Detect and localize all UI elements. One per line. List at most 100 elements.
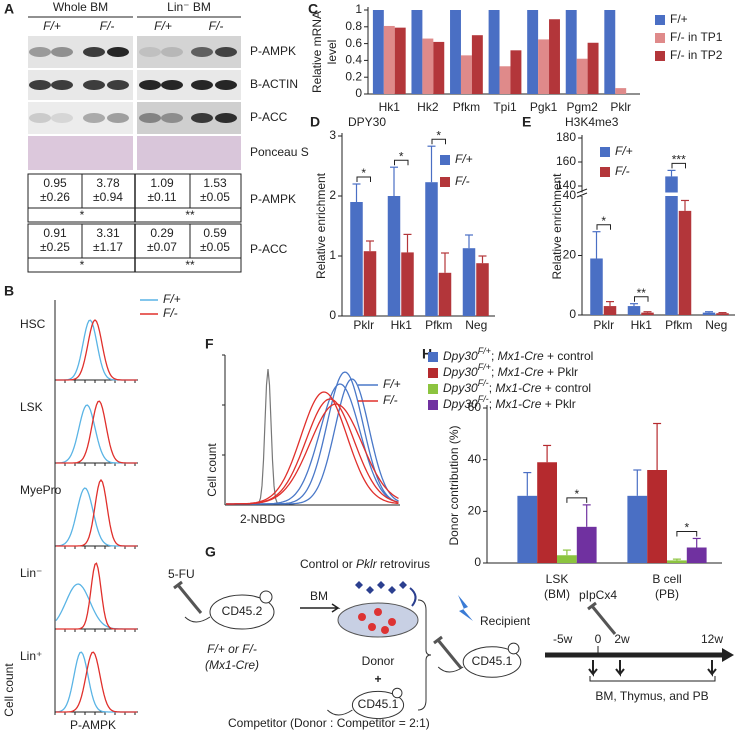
significance: *** xyxy=(672,153,686,167)
error-bar xyxy=(718,312,727,314)
bar xyxy=(537,462,557,563)
mouse-body xyxy=(462,646,522,678)
genotype-label: (Mx1-Cre) xyxy=(205,658,259,672)
legend-label: F/+ xyxy=(383,377,401,391)
legend-text-part: ; xyxy=(491,349,498,363)
error-bar xyxy=(366,240,374,252)
bar xyxy=(576,526,597,563)
chart-title: H3K4me3 xyxy=(565,115,619,129)
legend-text-part: ; xyxy=(489,397,496,411)
y-tick-label: 20 xyxy=(468,504,482,518)
band xyxy=(191,80,213,90)
table-value: 3.31 xyxy=(96,226,120,240)
blot xyxy=(28,136,133,170)
band xyxy=(51,80,73,90)
legend-swatch xyxy=(428,352,438,362)
histogram-curve xyxy=(56,319,137,381)
x-axis-label: P-AMPK xyxy=(70,718,116,732)
bar xyxy=(576,58,588,94)
y-tick-label: 20 xyxy=(563,248,577,262)
error-bar xyxy=(681,199,689,211)
y-tick-label: 0 xyxy=(569,307,576,321)
cell xyxy=(368,623,376,631)
blot-label: P-ACC xyxy=(250,110,288,124)
y-tick-label: 0 xyxy=(329,308,336,322)
x-tick-label: Hk1 xyxy=(391,318,413,332)
histogram-curve xyxy=(226,391,399,505)
injection-label: 5-FU xyxy=(168,567,195,581)
y-tick-label: 0 xyxy=(355,86,362,100)
y-tick-label: 0.4 xyxy=(345,53,362,67)
y-tick-label: 0.6 xyxy=(345,36,362,50)
bar xyxy=(510,50,522,94)
bar xyxy=(667,560,687,563)
band xyxy=(161,80,183,90)
error-bar xyxy=(653,422,662,470)
row-label: P-ACC xyxy=(250,242,288,256)
bar xyxy=(372,10,384,94)
y-tick-label: 40 xyxy=(563,188,577,202)
x-tick-label: Pfkm xyxy=(425,318,452,332)
bar xyxy=(538,39,550,94)
significance-bracket xyxy=(394,159,409,166)
dish xyxy=(337,602,419,638)
population-label: Lin⁻ xyxy=(20,566,42,580)
significance-bracket xyxy=(356,176,371,182)
bar xyxy=(383,25,395,94)
legend-text-part: F/+ xyxy=(478,362,491,372)
significance: * xyxy=(436,128,441,142)
panel-label: G xyxy=(205,544,216,560)
y-tick-label: 180 xyxy=(556,130,576,144)
mouse-tail xyxy=(437,666,464,673)
band xyxy=(215,47,237,57)
mouse-ear xyxy=(391,687,403,699)
step-label: BM xyxy=(310,589,328,603)
bar xyxy=(590,258,603,315)
table-value: 0.59 xyxy=(203,226,227,240)
band xyxy=(139,113,161,123)
histogram-curve xyxy=(56,319,137,381)
x-tick-label: LSK xyxy=(546,572,569,586)
x-tick-label: Pklr xyxy=(593,318,614,332)
legend-text-part: Mx1-Cre xyxy=(498,349,544,363)
histogram-curve xyxy=(226,398,399,505)
virus xyxy=(399,581,407,589)
panel-label: F xyxy=(205,336,214,352)
panel-label: B xyxy=(4,283,14,299)
y-tick-label: 40 xyxy=(468,452,482,466)
genotype-label: F/+ xyxy=(43,19,61,33)
error-bar xyxy=(390,166,398,196)
band xyxy=(215,80,237,90)
panel-label: H xyxy=(422,346,432,362)
significance: ** xyxy=(637,286,647,300)
significance: * xyxy=(80,208,85,222)
error-bar xyxy=(582,504,591,527)
table-value: ±1.17 xyxy=(93,240,123,254)
blot xyxy=(137,136,241,170)
legend-label: F/- xyxy=(383,393,398,407)
treatment-label: pIpCx4 xyxy=(579,588,617,602)
band xyxy=(191,47,213,57)
blot-label: P-AMPK xyxy=(250,44,296,58)
bar xyxy=(686,547,707,563)
significance: * xyxy=(399,149,404,163)
timeline-label: -5w xyxy=(553,632,573,646)
bar xyxy=(565,10,577,94)
bar xyxy=(425,182,438,316)
legend-label: F/+ xyxy=(163,292,181,306)
population-label: LSK xyxy=(20,400,43,414)
virus xyxy=(355,581,363,589)
legend-text-part: + control xyxy=(541,381,591,395)
y-tick-label: 60 xyxy=(468,400,482,414)
step-label: Recipient xyxy=(480,614,531,628)
significance: * xyxy=(684,521,689,535)
legend-swatch xyxy=(440,155,450,165)
band xyxy=(29,113,51,123)
table-value: 0.29 xyxy=(150,226,174,240)
bar xyxy=(488,10,500,94)
y-tick-label: 0 xyxy=(474,555,481,569)
virus xyxy=(366,586,374,594)
cell xyxy=(388,618,396,626)
x-tick-label: Pfkm xyxy=(665,318,692,332)
legend-swatch xyxy=(428,368,438,378)
